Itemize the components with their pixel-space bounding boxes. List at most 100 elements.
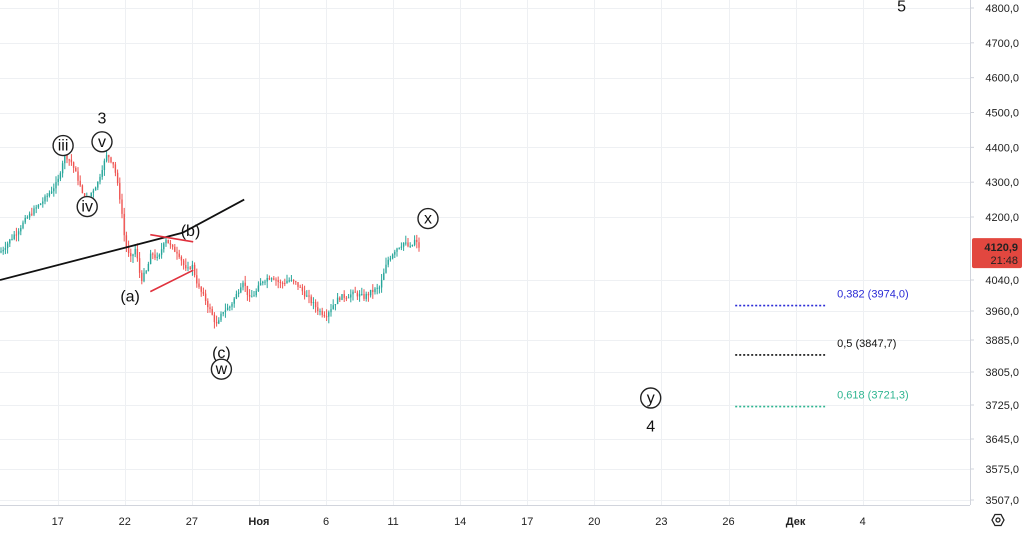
fib-level-label: 0,618 (3721,3)	[837, 390, 909, 402]
candle-body	[20, 228, 22, 232]
candle-body	[114, 164, 117, 173]
candle-body	[46, 195, 48, 197]
candle-body	[369, 289, 372, 296]
candle-body	[317, 307, 319, 312]
y-tick-label: 4300,0	[985, 177, 1019, 189]
candle-body	[264, 281, 266, 283]
candle-body	[334, 304, 337, 306]
candle-body	[215, 322, 218, 324]
candle-body	[193, 264, 196, 276]
candle-body	[350, 294, 352, 298]
gear-icon[interactable]	[991, 513, 1005, 527]
candle-body	[284, 283, 286, 284]
candle-body	[169, 243, 172, 245]
candle-body	[44, 196, 46, 202]
wave-label-circle	[640, 387, 662, 409]
candle-body	[343, 294, 345, 298]
candle-body	[0, 251, 2, 253]
y-tick-label: 4800,0	[985, 3, 1019, 15]
x-tick-label: 22	[119, 516, 131, 528]
candle-body	[251, 296, 253, 298]
candle-body	[262, 281, 264, 284]
wave-label: (a)	[120, 289, 140, 306]
candle-body	[358, 294, 361, 297]
y-tick-label: 3725,0	[985, 400, 1019, 412]
candle-body	[68, 159, 70, 161]
candle-body	[259, 283, 262, 286]
candle-body	[224, 310, 227, 313]
candle-body	[185, 265, 187, 269]
candle-body	[266, 278, 268, 282]
y-tick-label: 3575,0	[985, 464, 1019, 476]
candle-body	[248, 295, 251, 297]
candle-body	[275, 279, 277, 281]
candle-body	[354, 291, 356, 293]
last-price-time: 21:48	[990, 255, 1018, 267]
y-tick-label: 4400,0	[985, 142, 1019, 154]
candle-body	[416, 239, 418, 243]
candle-body	[42, 201, 44, 204]
y-tick-label: 4040,0	[985, 275, 1019, 287]
triangle-upper-line	[150, 233, 194, 243]
fib-level-label: 0,5 (3847,7)	[837, 338, 896, 350]
candle-body	[339, 297, 341, 300]
y-tick-label: 3507,0	[985, 495, 1019, 507]
candle-body	[79, 180, 81, 186]
candle-body	[31, 213, 33, 215]
x-tick-label: 17	[521, 516, 533, 528]
x-tick-label: 23	[655, 516, 667, 528]
candle-body	[394, 251, 396, 255]
candle-body	[385, 264, 387, 273]
candle-body	[319, 310, 321, 312]
y-tick-label: 4700,0	[985, 38, 1019, 50]
candle-body	[189, 267, 191, 269]
candle-body	[156, 256, 158, 258]
candle-body	[312, 302, 315, 304]
candle-body	[301, 287, 304, 292]
candle-body	[372, 289, 374, 292]
candle-body	[26, 217, 29, 219]
candle-body	[112, 162, 114, 165]
wave-label: 5	[897, 0, 906, 16]
candle-body	[180, 256, 183, 261]
candle-body	[152, 253, 154, 255]
candle-body	[233, 298, 235, 304]
wave-label: 3	[98, 111, 107, 128]
candle-body	[123, 213, 125, 236]
candle-body	[55, 182, 57, 189]
y-tick-label: 4500,0	[985, 108, 1019, 120]
wave-label: w	[215, 361, 228, 378]
y-tick-label: 4600,0	[985, 73, 1019, 85]
wave-label: iv	[81, 199, 93, 216]
candle-body	[28, 213, 31, 218]
y-tick-label: 3805,0	[985, 367, 1019, 379]
wave-label: iii	[58, 138, 69, 155]
candle-body	[11, 239, 13, 240]
candle-body	[240, 287, 242, 293]
candle-body	[141, 272, 143, 281]
candle-body	[418, 242, 420, 248]
candle-body	[136, 248, 139, 259]
candle-body	[380, 279, 383, 288]
candle-body	[57, 178, 59, 182]
candle-body	[50, 191, 53, 194]
candle-body	[279, 282, 282, 283]
fib-level-label: 0,382 (3974,0)	[837, 289, 909, 301]
candle-body	[145, 271, 147, 273]
candle-body	[400, 246, 403, 248]
candle-body	[332, 305, 334, 310]
candle-body	[213, 314, 216, 323]
candle-body	[325, 316, 328, 318]
candle-body	[35, 207, 37, 209]
candle-body	[310, 296, 312, 304]
candle-body	[182, 260, 185, 266]
candle-body	[138, 258, 141, 273]
candle-body	[132, 254, 134, 257]
candle-body	[160, 249, 163, 255]
candle-body	[202, 291, 205, 294]
candle-body	[222, 312, 224, 314]
candle-body	[13, 234, 15, 239]
wave-label: x	[424, 211, 432, 228]
